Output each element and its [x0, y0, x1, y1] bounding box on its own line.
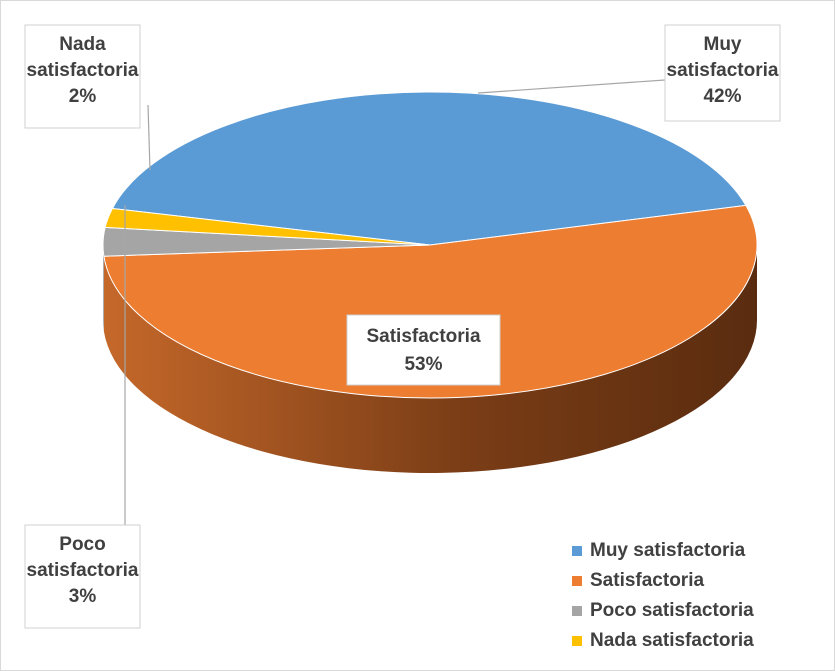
data-label-box	[664, 24, 781, 122]
legend-swatch	[572, 606, 582, 616]
slice-side	[103, 245, 104, 332]
pie	[102, 91, 758, 474]
legend-label: Poco satisfactoria	[590, 600, 754, 621]
data-label: 2%	[69, 86, 97, 107]
data-label-word: Poco	[59, 534, 105, 555]
data-label: 42%	[703, 86, 741, 107]
legend-label: Muy satisfactoria	[590, 540, 746, 561]
data-label-word: satisfactoria	[27, 560, 139, 581]
slice-side	[103, 245, 757, 474]
slice	[103, 204, 758, 399]
data-label-word: Nada	[59, 34, 106, 55]
data-label: 3%	[69, 586, 97, 607]
slice	[111, 91, 747, 246]
data-label-name: Satisfactoria	[366, 326, 480, 347]
data-label-box	[24, 524, 141, 629]
data-label-word: satisfactoria	[27, 60, 139, 81]
legend-swatch	[572, 546, 582, 556]
data-label-name: Poco satisfactoria	[27, 534, 139, 581]
leader-line	[477, 79, 666, 94]
data-label-word: Muy	[704, 34, 742, 55]
legend-label: Satisfactoria	[590, 570, 704, 591]
leader-line	[147, 104, 151, 171]
data-label-name: Muy satisfactoria	[667, 34, 779, 81]
legend-swatch	[572, 636, 582, 646]
data-label-box	[24, 24, 141, 129]
data-label-name: Nada satisfactoria	[27, 34, 139, 81]
slice	[104, 207, 431, 246]
data-label: 53%	[404, 354, 442, 375]
data-label-word: satisfactoria	[667, 60, 779, 81]
legend-label: Nada satisfactoria	[590, 630, 754, 651]
data-label-box	[346, 314, 501, 386]
legend-swatch	[572, 576, 582, 586]
